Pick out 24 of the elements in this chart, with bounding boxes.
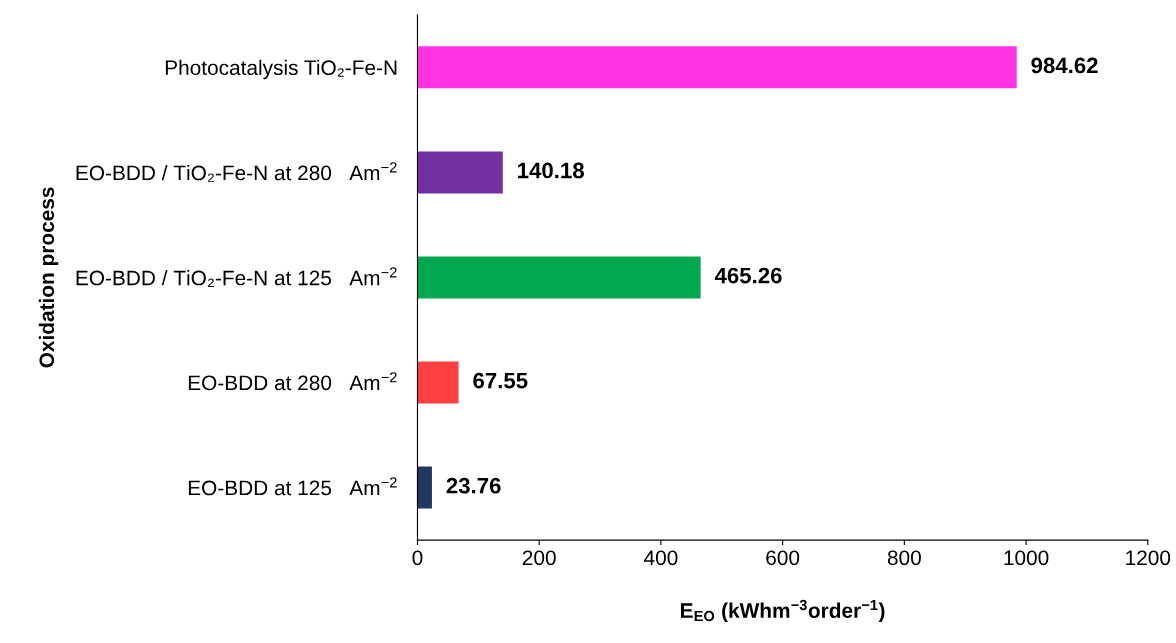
bar xyxy=(417,361,459,404)
y-tick-label: Photocatalysis TiO₂-Fe-N xyxy=(165,59,397,80)
bar xyxy=(417,256,701,299)
y-axis-title: Oxidation process xyxy=(38,187,59,368)
x-tick-label: 800 xyxy=(887,550,921,566)
data-label: 140.18 xyxy=(518,162,584,179)
data-label: 67.55 xyxy=(473,372,528,389)
bar xyxy=(417,466,432,509)
x-tick-label: 600 xyxy=(766,550,800,566)
y-tick-label: EO-BDD / TiO₂-Fe-N at 280 Am$^{−2}$ xyxy=(76,162,397,182)
x-tick-label: 1000 xyxy=(1004,550,1049,566)
x-axis-title: E$_{EO}$ (kWhm$^{−3}$order$^{−1}$) xyxy=(681,599,885,623)
data-label: 465.26 xyxy=(714,267,782,284)
y-tick-label: EO-BDD at 280 Am$^{−2}$ xyxy=(188,372,397,391)
x-tick-label: 1200 xyxy=(1126,550,1171,566)
x-tick-label: 200 xyxy=(522,550,556,566)
data-label: 984.62 xyxy=(1031,57,1098,74)
bar xyxy=(417,46,1017,89)
y-tick-label: EO-BDD at 125 Am$^{−2}$ xyxy=(188,477,397,496)
data-label: 23.76 xyxy=(446,477,501,494)
bar xyxy=(417,151,503,194)
y-tick-label: EO-BDD / TiO₂-Fe-N at 125 Am$^{−2}$ xyxy=(76,267,397,287)
x-tick-label: 0 xyxy=(412,550,423,566)
x-tick-label: 400 xyxy=(644,550,678,566)
